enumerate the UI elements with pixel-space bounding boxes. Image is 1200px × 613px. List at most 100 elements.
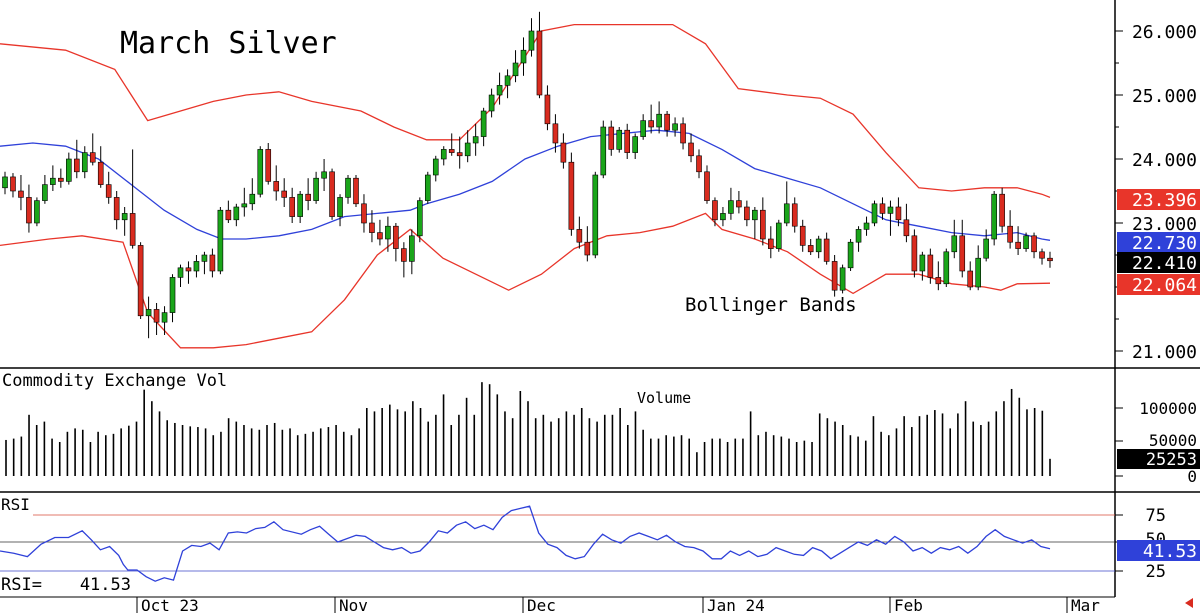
rsi-panel-title: RSI (1, 495, 30, 514)
price-tick-26: 26.000 (1132, 22, 1197, 43)
price-candle (656, 101, 662, 134)
date-tick-oct23: Oct 23 (141, 596, 199, 613)
price-candle (895, 197, 902, 227)
lower-band-value: 22.064 (1132, 275, 1197, 296)
rsi-panel (0, 505, 1051, 582)
price-candle (983, 229, 989, 262)
price-candle (720, 207, 726, 227)
price-candle (488, 88, 495, 118)
price-candle (73, 139, 80, 179)
price-candle (297, 191, 303, 223)
volume-axis-ticks (1115, 407, 1123, 477)
price-candle (831, 255, 838, 297)
price-candle (209, 248, 216, 278)
price-candle (847, 239, 854, 271)
price-candle (791, 197, 798, 233)
price-candle (887, 200, 894, 236)
price-candle (584, 226, 591, 262)
price-candle (592, 171, 599, 259)
rsi-tick-75: 75 (1146, 506, 1166, 526)
price-candle (871, 200, 878, 227)
price-candle (273, 165, 280, 201)
price-candle (1007, 210, 1013, 249)
date-tick-dec: Dec (527, 596, 556, 613)
price-candle (744, 200, 750, 227)
price-candle (815, 235, 822, 259)
price-candle (672, 117, 678, 137)
rsi-last-tag (1117, 540, 1200, 561)
price-tick-23: 23.000 (1132, 214, 1197, 235)
price-candle (305, 178, 311, 211)
price-candle (712, 197, 718, 227)
price-candle (337, 194, 343, 227)
price-candle (600, 120, 607, 179)
last-volume-tag (1117, 449, 1200, 469)
price-candle (664, 111, 670, 137)
price-candle (616, 127, 623, 153)
price-candle (353, 175, 359, 207)
price-candle (281, 178, 287, 207)
price-candle (959, 219, 966, 278)
price-candle (105, 171, 112, 204)
price-candle (153, 303, 160, 335)
price-candle (648, 104, 654, 134)
rsi-readout-box (0, 573, 133, 595)
price-candle (10, 173, 16, 198)
price-candle (975, 245, 982, 291)
price-candle (58, 168, 64, 188)
price-candle (1031, 232, 1037, 259)
price-candle (233, 203, 240, 227)
date-axis-ticks (136, 597, 1068, 613)
middle-bollinger-band (0, 129, 1051, 241)
price-candle (1039, 248, 1045, 265)
price-candle (704, 165, 710, 204)
price-candle (464, 130, 471, 163)
lower-bollinger-band (0, 212, 1051, 349)
price-candle (999, 187, 1005, 233)
price-candle (393, 223, 399, 262)
price-candle (552, 114, 559, 153)
price-candle (1015, 226, 1021, 255)
last-volume-value: 25253 (1146, 450, 1197, 470)
price-candle (2, 171, 8, 195)
price-candle (137, 242, 144, 319)
price-candle (855, 226, 862, 252)
price-candle (89, 133, 96, 166)
price-candle (696, 149, 702, 179)
volume-label: Volume (637, 389, 691, 407)
price-candle (903, 203, 910, 243)
price-candle (329, 168, 335, 220)
scroll-left-arrow-icon[interactable] (1185, 598, 1193, 608)
price-candle (161, 306, 168, 335)
price-candle (839, 264, 846, 294)
price-candle (1023, 232, 1029, 252)
price-candle (1047, 251, 1053, 268)
price-candle (97, 146, 104, 188)
price-candle (863, 216, 870, 236)
date-tick-feb: Feb (894, 596, 923, 613)
price-candle (536, 11, 543, 99)
price-candle (760, 197, 766, 246)
price-candle (456, 136, 463, 169)
price-candle (225, 200, 232, 223)
price-candle (145, 296, 152, 339)
bollinger-bands-annotation: Bollinger Bands (685, 294, 857, 316)
price-candle (520, 37, 527, 76)
price-candle (544, 85, 551, 131)
price-candle (201, 251, 208, 275)
price-tick-25: 25.000 (1132, 86, 1197, 107)
price-candle (911, 229, 918, 278)
price-candle (345, 175, 351, 204)
price-candle (34, 197, 40, 227)
price-candle (560, 133, 567, 169)
price-candle (768, 226, 774, 259)
upper-band-tag (1117, 189, 1200, 210)
volume-tick-100000: 100000 (1139, 399, 1197, 418)
volume-panel (5, 382, 1051, 476)
volume-tick-0: 0 (1187, 467, 1197, 486)
volume-panel-title: Commodity Exchange Vol (2, 371, 227, 391)
price-candle (401, 242, 407, 278)
price-candle (472, 123, 479, 156)
price-candle (608, 120, 615, 156)
price-candle (50, 165, 56, 191)
